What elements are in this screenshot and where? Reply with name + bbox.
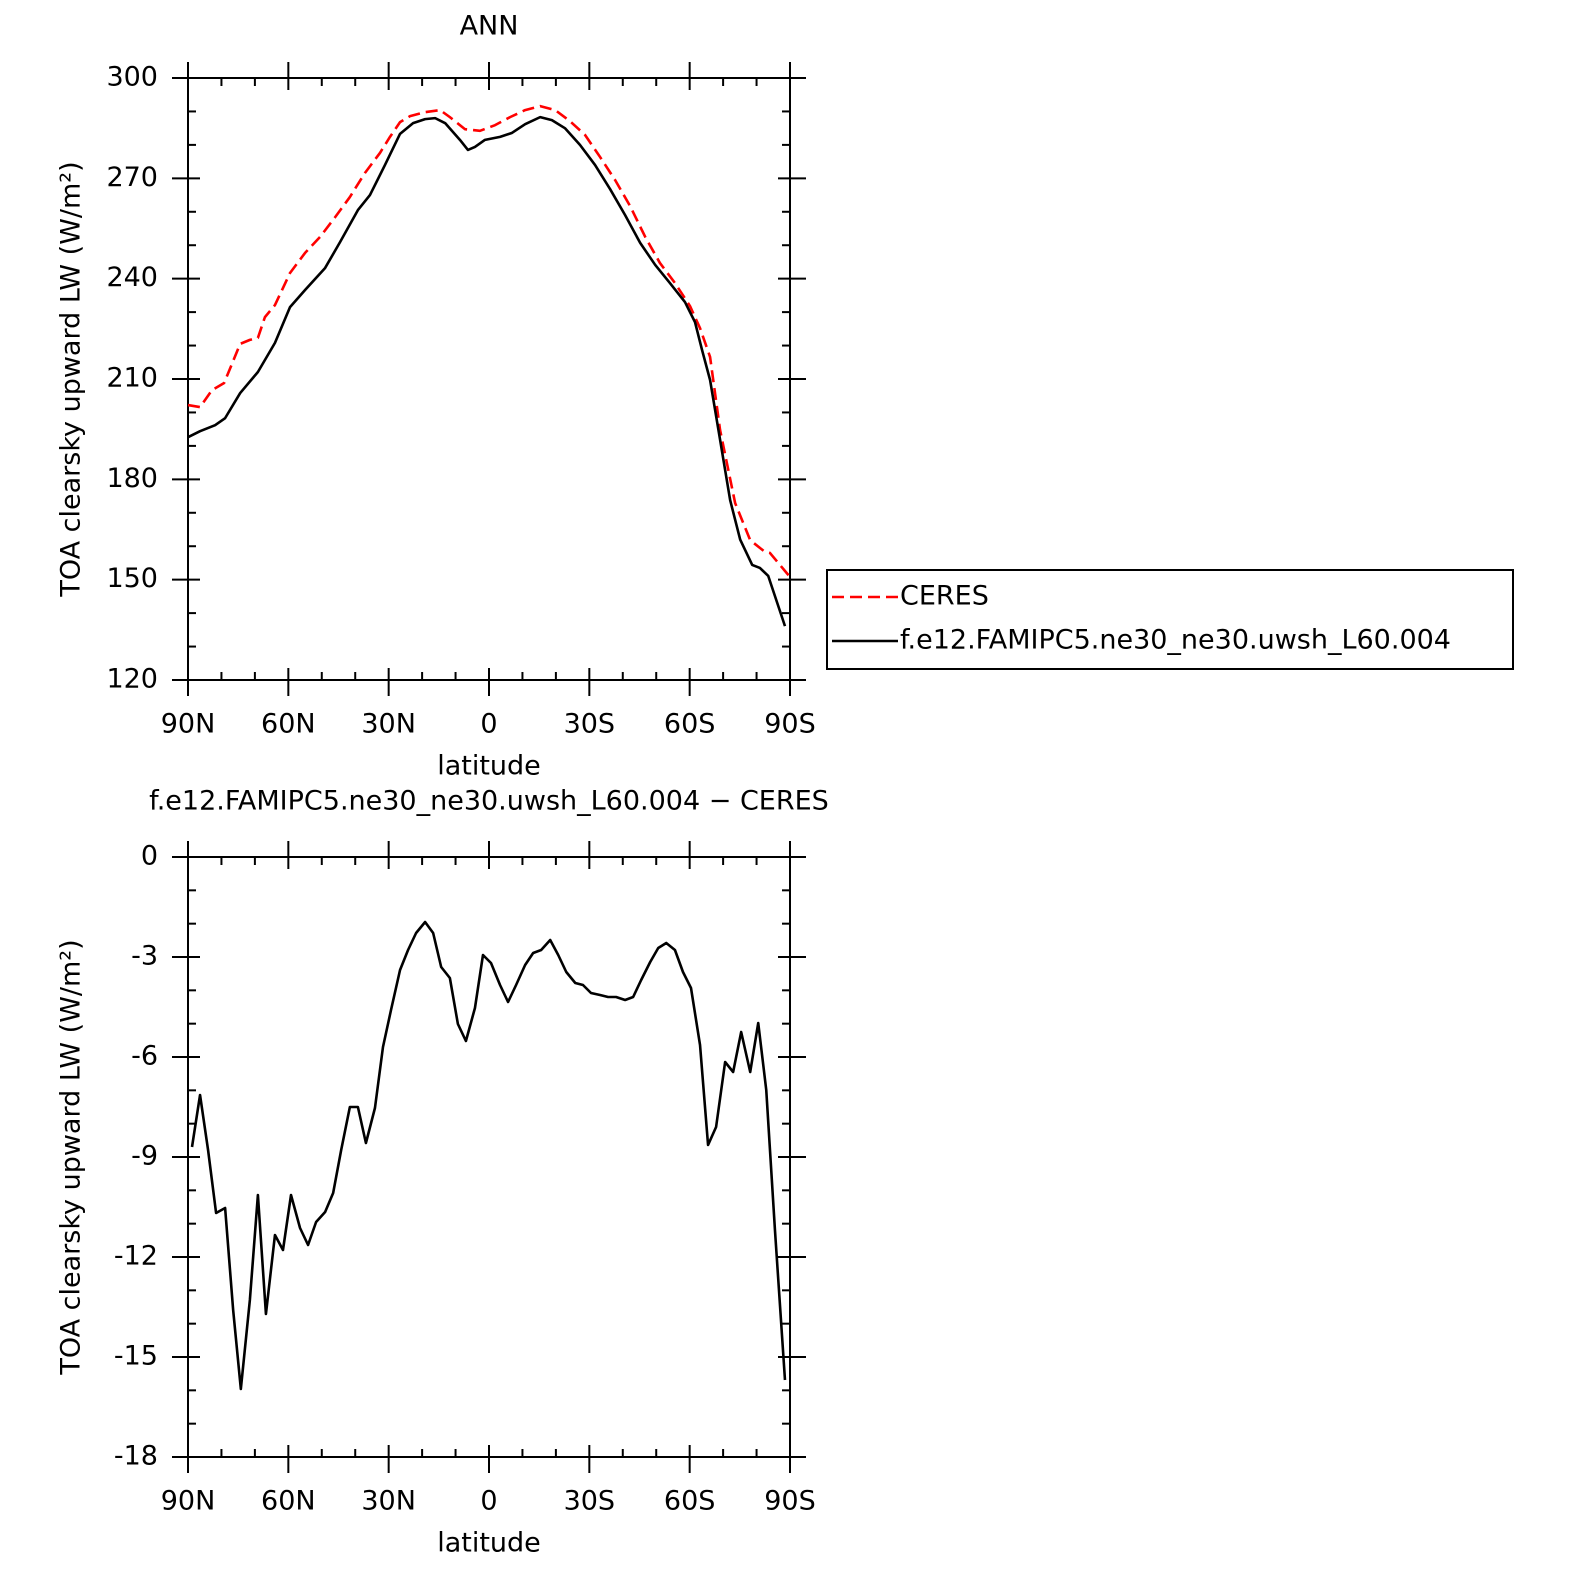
x-tick-label: 0 [480, 709, 497, 740]
y-tick-label: -6 [131, 1041, 158, 1072]
y-tick-label: 210 [106, 363, 158, 394]
x-tick-label: 60S [664, 1486, 716, 1517]
y-tick-label: -12 [114, 1241, 158, 1272]
y-axis-label: TOA clearsky upward LW (W/m²) [56, 939, 87, 1375]
series-line [187, 104, 791, 578]
y-tick-label: 150 [106, 563, 158, 594]
legend-label: CERES [900, 581, 989, 612]
legend-box [826, 569, 1514, 670]
series-line [187, 115, 787, 627]
x-axis-label: latitude [437, 1528, 541, 1559]
x-tick-label: 30S [564, 1486, 616, 1517]
x-tick-label: 30N [361, 709, 416, 740]
x-tick-label: 60N [261, 1486, 316, 1517]
x-tick-label: 60N [261, 709, 316, 740]
plot-frame [187, 856, 791, 1458]
x-tick-label: 90N [161, 709, 216, 740]
x-tick-label: 30S [564, 709, 616, 740]
chart-title: ANN [460, 11, 519, 42]
y-tick-label: -18 [114, 1441, 158, 1472]
y-tick-label: -9 [131, 1141, 158, 1172]
plot-frame [187, 77, 791, 681]
y-tick-label: 180 [106, 463, 158, 494]
y-axis-label: TOA clearsky upward LW (W/m²) [56, 161, 87, 597]
chart-title: f.e12.FAMIPC5.ne30_ne30.uwsh_L60.004 − C… [149, 786, 829, 817]
x-tick-label: 30N [361, 1486, 416, 1517]
x-axis-label: latitude [437, 751, 541, 782]
y-tick-label: -15 [114, 1341, 158, 1372]
series-line [190, 920, 787, 1391]
x-tick-label: 60S [664, 709, 716, 740]
y-tick-label: 240 [106, 262, 158, 293]
y-tick-label: 0 [141, 841, 158, 872]
x-tick-label: 90N [161, 1486, 216, 1517]
x-tick-label: 0 [480, 1486, 497, 1517]
y-tick-label: 300 [106, 62, 158, 93]
y-tick-label: 120 [106, 664, 158, 695]
legend-label: f.e12.FAMIPC5.ne30_ne30.uwsh_L60.004 [900, 625, 1451, 656]
x-tick-label: 90S [764, 1486, 816, 1517]
y-tick-label: 270 [106, 162, 158, 193]
x-tick-label: 90S [764, 709, 816, 740]
y-tick-label: -3 [131, 941, 158, 972]
